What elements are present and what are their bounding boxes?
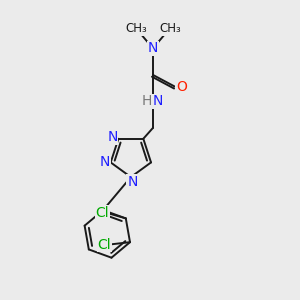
Text: Cl: Cl [97, 238, 111, 251]
Text: N: N [148, 41, 158, 56]
Text: O: O [176, 80, 187, 94]
Text: N: N [107, 130, 118, 144]
Text: CH₃: CH₃ [159, 22, 181, 35]
Text: CH₃: CH₃ [125, 22, 147, 35]
Text: N: N [127, 175, 137, 189]
Text: N: N [100, 155, 110, 170]
Text: N: N [152, 94, 163, 108]
Text: Cl: Cl [95, 206, 109, 220]
Text: H: H [141, 94, 152, 108]
